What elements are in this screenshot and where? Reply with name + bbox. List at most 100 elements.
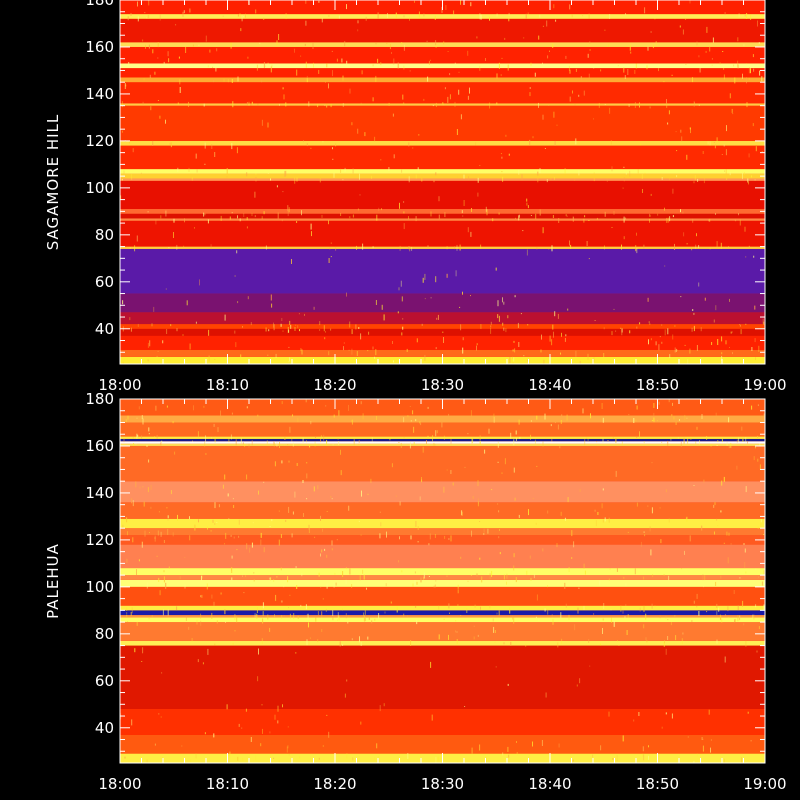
palehua-y-label: PALEHUA	[44, 543, 62, 619]
noise-speck	[205, 453, 207, 455]
noise-speck	[331, 50, 333, 52]
noise-speck	[237, 301, 239, 304]
noise-speck	[332, 70, 333, 77]
noise-speck	[223, 78, 225, 82]
noise-speck	[550, 424, 552, 427]
noise-speck	[390, 601, 392, 604]
noise-speck	[727, 557, 729, 564]
noise-speck	[275, 353, 277, 358]
noise-speck	[553, 111, 555, 118]
noise-speck	[649, 526, 651, 532]
noise-speck	[376, 214, 378, 221]
noise-speck	[444, 212, 446, 218]
noise-speck	[246, 543, 248, 550]
noise-speck	[122, 524, 124, 528]
noise-speck	[392, 113, 394, 117]
noise-speck	[357, 208, 359, 211]
noise-speck	[739, 615, 741, 621]
noise-speck	[324, 337, 326, 340]
noise-speck	[234, 275, 236, 277]
noise-speck	[757, 458, 759, 462]
noise-speck	[665, 489, 667, 493]
noise-speck	[343, 342, 345, 344]
noise-speck	[508, 754, 510, 758]
noise-speck	[234, 330, 236, 334]
noise-speck	[646, 640, 648, 643]
noise-speck	[243, 213, 245, 217]
noise-speck	[288, 361, 290, 363]
noise-speck	[406, 348, 408, 352]
noise-speck	[527, 12, 529, 18]
noise-speck	[306, 639, 308, 646]
noise-speck	[358, 439, 360, 443]
noise-speck	[273, 324, 275, 331]
noise-speck	[506, 581, 507, 585]
noise-speck	[587, 353, 589, 360]
noise-speck	[471, 530, 472, 537]
noise-speck	[129, 247, 131, 249]
noise-speck	[148, 427, 150, 432]
noise-speck	[360, 401, 362, 405]
noise-speck	[409, 442, 411, 449]
noise-speck	[493, 416, 495, 423]
noise-speck	[231, 412, 233, 415]
y-tick-label: 40	[95, 320, 114, 338]
noise-speck	[748, 245, 750, 249]
noise-speck	[323, 758, 325, 760]
noise-speck	[587, 437, 589, 441]
noise-speck	[159, 590, 161, 596]
noise-speck	[294, 48, 295, 53]
heatmap-band	[120, 586, 765, 606]
noise-speck	[445, 5, 447, 10]
noise-speck	[700, 327, 702, 332]
noise-speck	[479, 440, 481, 445]
noise-speck	[590, 413, 591, 419]
noise-speck	[444, 535, 446, 539]
noise-speck	[415, 605, 417, 608]
noise-speck	[157, 100, 159, 101]
noise-speck	[467, 433, 469, 435]
y-tick-label: 80	[95, 625, 114, 643]
noise-speck	[742, 173, 743, 180]
noise-speck	[283, 615, 285, 617]
noise-speck	[485, 58, 486, 61]
noise-speck	[433, 585, 435, 588]
noise-speck	[288, 506, 290, 513]
noise-speck	[426, 40, 428, 42]
noise-speck	[213, 423, 215, 427]
noise-speck	[263, 211, 265, 215]
noise-speck	[636, 405, 638, 410]
noise-speck	[381, 208, 382, 211]
noise-speck	[132, 148, 134, 153]
noise-speck	[631, 361, 633, 363]
noise-speck	[403, 44, 405, 51]
noise-speck	[263, 62, 265, 68]
noise-speck	[454, 62, 456, 68]
noise-speck	[165, 119, 166, 124]
noise-speck	[560, 511, 562, 516]
palehua-x-axis: 18:00 18:10 18:20 18:30 18:40 18:50 19:00	[98, 399, 787, 793]
noise-speck	[667, 122, 669, 125]
noise-speck	[280, 567, 282, 571]
noise-speck	[150, 506, 152, 509]
noise-speck	[578, 94, 580, 97]
heatmap-band	[120, 481, 765, 503]
noise-speck	[256, 613, 258, 619]
noise-speck	[302, 437, 304, 443]
noise-speck	[744, 15, 746, 17]
noise-speck	[232, 101, 234, 108]
noise-speck	[267, 354, 269, 356]
noise-speck	[668, 575, 670, 581]
noise-speck	[639, 102, 640, 108]
noise-speck	[338, 441, 340, 446]
noise-speck	[455, 620, 457, 622]
noise-speck	[568, 65, 570, 71]
noise-speck	[414, 571, 416, 574]
noise-speck	[500, 74, 502, 77]
noise-speck	[715, 581, 717, 586]
noise-speck	[644, 172, 646, 174]
noise-speck	[222, 15, 224, 17]
noise-speck	[210, 437, 212, 439]
noise-speck	[622, 735, 624, 742]
